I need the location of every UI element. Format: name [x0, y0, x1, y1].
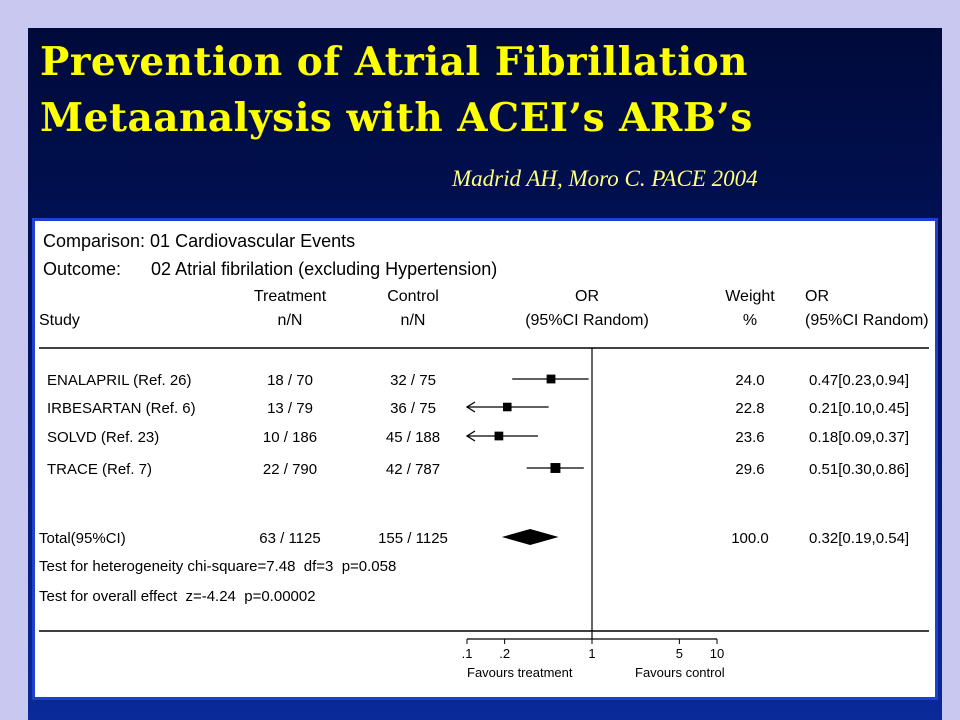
study-name: Total(95%CI): [39, 530, 126, 547]
study-name: TRACE (Ref. 7): [47, 461, 152, 478]
header-weight: Weight: [725, 288, 775, 305]
weight-value: 22.8: [735, 400, 764, 417]
heterogeneity-test: Test for heterogeneity chi-square=7.48 d…: [39, 558, 396, 575]
header-weight-sub: %: [743, 312, 757, 329]
x-tick-label: .2: [499, 646, 510, 661]
control-count: 32 / 75: [390, 372, 436, 389]
citation: Madrid AH, Moro C. PACE 2004: [452, 166, 758, 191]
treatment-count: 63 / 1125: [259, 530, 320, 547]
overall-effect-test: Test for overall effect z=-4.24 p=0.0000…: [39, 588, 316, 605]
x-tick-label: 5: [676, 646, 683, 661]
header-or-sub: (95%CI Random): [525, 312, 649, 329]
slide-background: Prevention of Atrial Fibrillation Metaan…: [28, 28, 942, 720]
control-count: 42 / 787: [386, 461, 440, 478]
treatment-count: 18 / 70: [267, 372, 313, 389]
slide-title: Prevention of Atrial Fibrillation Metaan…: [40, 34, 940, 146]
weight-value: 100.0: [731, 530, 769, 547]
or-value: 0.32[0.19,0.54]: [809, 530, 909, 547]
treatment-count: 22 / 790: [263, 461, 317, 478]
x-tick-label: .1: [462, 646, 473, 661]
control-count: 45 / 188: [386, 429, 440, 446]
header-control: Control: [387, 288, 439, 305]
study-name: IRBESARTAN (Ref. 6): [47, 400, 196, 417]
point-estimate: [550, 463, 561, 473]
comparison-label: Comparison: 01 Cardiovascular Events: [43, 231, 355, 251]
favours-treatment-label: Favours treatment: [467, 665, 573, 680]
treatment-count: 10 / 186: [263, 429, 317, 446]
header-or-value: OR: [805, 288, 829, 305]
x-axis: .1 .2 1 5 10: [462, 638, 724, 661]
forest-plot: Comparison: 01 Cardiovascular Events Out…: [39, 231, 929, 680]
weight-value: 23.6: [735, 429, 764, 446]
favours-control-label: Favours control: [635, 665, 725, 680]
point-estimate: [494, 431, 504, 441]
or-value: 0.51[0.30,0.86]: [809, 461, 909, 478]
x-tick-label: 10: [710, 646, 724, 661]
study-rows: ENALAPRIL (Ref. 26) 18 / 70 32 / 75 24.0 0.4…: [47, 372, 909, 478]
header-treatment-sub: n/N: [278, 312, 303, 329]
or-value: 0.21[0.10,0.45]: [809, 400, 909, 417]
control-count: 36 / 75: [390, 400, 436, 417]
ci-arrow: [465, 430, 476, 442]
weight-value: 24.0: [735, 372, 764, 389]
or-value: 0.47[0.23,0.94]: [809, 372, 909, 389]
plot-marks: [465, 348, 593, 639]
slide-title-line-2: Metaanalysis with ACEI’s ARB’s: [40, 95, 753, 141]
slide-title-line-1: Prevention of Atrial Fibrillation: [40, 39, 749, 85]
pooled-diamond: [501, 529, 559, 545]
header-or: OR: [575, 288, 599, 305]
weight-value: 29.6: [735, 461, 764, 478]
forest-plot-panel: Comparison: 01 Cardiovascular Events Out…: [32, 218, 938, 700]
treatment-count: 13 / 79: [267, 400, 313, 417]
point-estimate: [546, 374, 556, 384]
header-control-sub: n/N: [401, 312, 426, 329]
header-treatment: Treatment: [254, 288, 327, 305]
or-value: 0.18[0.09,0.37]: [809, 429, 909, 446]
control-count: 155 / 1125: [378, 530, 448, 547]
study-name: ENALAPRIL (Ref. 26): [47, 372, 192, 389]
ci-arrow: [465, 401, 476, 413]
outcome-label: Outcome: 02 Atrial fibrilation (excludin…: [43, 259, 497, 279]
header-study: Study: [39, 312, 80, 329]
point-estimate: [502, 402, 512, 412]
study-name: SOLVD (Ref. 23): [47, 429, 159, 446]
x-tick-label: 1: [588, 646, 595, 661]
header-or-value-sub: (95%CI Random): [805, 312, 929, 329]
total-row: Total(95%CI) 63 / 1125 155 / 1125 100.0 0.32…: [39, 530, 909, 547]
